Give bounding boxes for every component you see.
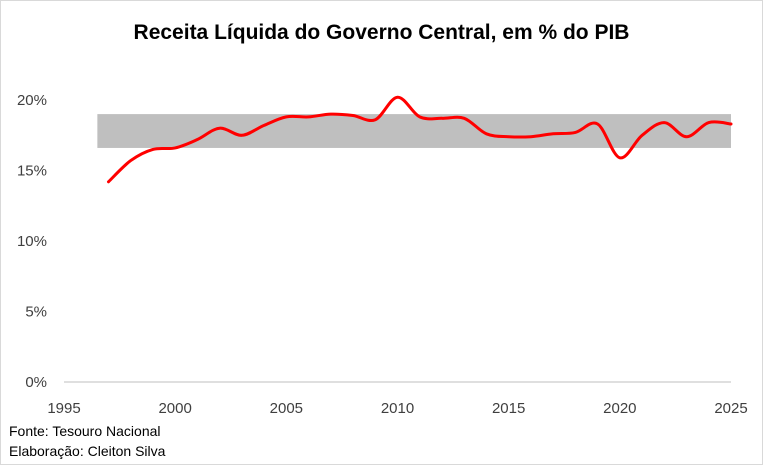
data-point (618, 156, 621, 159)
data-point (396, 96, 399, 99)
data-point (151, 148, 154, 151)
data-point (352, 114, 355, 117)
data-point (196, 138, 199, 141)
x-tick-label: 2015 (492, 400, 525, 417)
data-point (641, 134, 644, 137)
x-tick-label: 1995 (47, 400, 80, 417)
x-tick-label: 2025 (714, 400, 747, 417)
x-tick-label: 2020 (603, 400, 636, 417)
data-point (107, 180, 110, 183)
data-point (129, 159, 132, 162)
data-point (529, 135, 532, 138)
data-point (218, 127, 221, 130)
x-tick-label: 2000 (158, 400, 191, 417)
data-point (307, 115, 310, 118)
data-point (418, 115, 421, 118)
x-tick-label: 2005 (270, 400, 303, 417)
data-point (240, 134, 243, 137)
y-tick-label: 10% (17, 233, 47, 250)
data-point (574, 131, 577, 134)
data-point (285, 115, 288, 118)
data-point (685, 135, 688, 138)
y-tick-label: 5% (25, 304, 47, 321)
series-line (107, 95, 733, 184)
data-point (596, 122, 599, 125)
data-point (463, 117, 466, 120)
data-point (707, 121, 710, 124)
data-point (329, 113, 332, 116)
x-tick-label: 2010 (381, 400, 414, 417)
y-tick-label: 0% (25, 374, 47, 391)
author-note: Elaboração: Cleiton Silva (9, 443, 166, 459)
data-point (485, 132, 488, 135)
data-point (507, 135, 510, 138)
data-point (440, 117, 443, 120)
y-tick-label: 15% (17, 163, 47, 180)
y-tick-label: 20% (17, 92, 47, 109)
data-point (730, 122, 733, 125)
data-point (263, 124, 266, 127)
data-point (374, 118, 377, 121)
reference-band (97, 114, 732, 148)
data-point (663, 121, 666, 124)
data-point (174, 146, 177, 149)
source-note: Fonte: Tesouro Nacional (9, 423, 161, 439)
chart-title: Receita Líquida do Governo Central, em %… (133, 21, 630, 44)
data-point (552, 132, 555, 135)
